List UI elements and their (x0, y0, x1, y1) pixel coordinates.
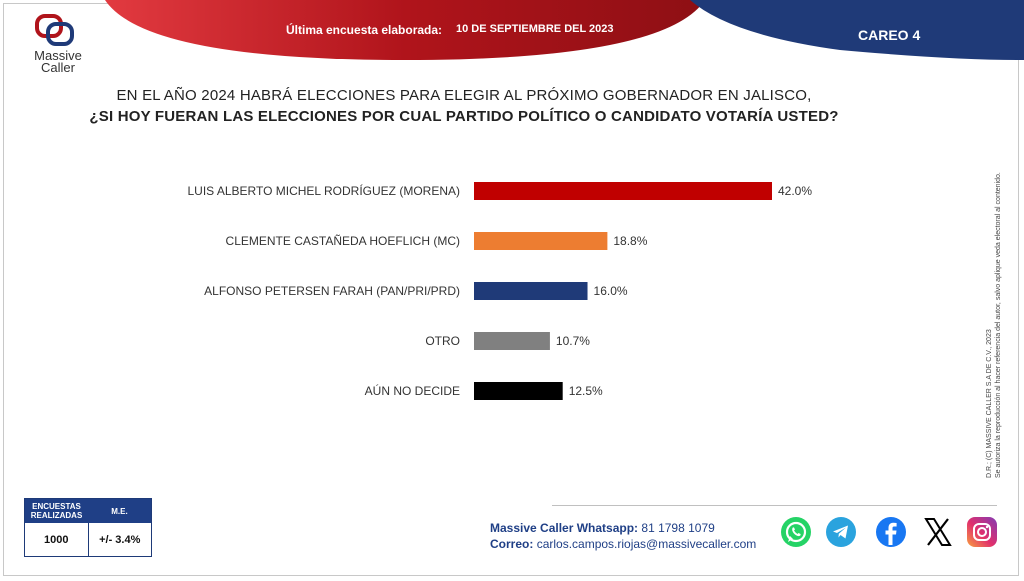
bar (474, 382, 563, 400)
category-label: LUIS ALBERTO MICHEL RODRÍGUEZ (MORENA) (188, 183, 461, 198)
category-label: CLEMENTE CASTAÑEDA HOEFLICH (MC) (226, 234, 460, 248)
question-line1: EN EL AÑO 2024 HABRÁ ELECCIONES PARA ELE… (116, 87, 812, 104)
bar-chart: LUIS ALBERTO MICHEL RODRÍGUEZ (MORENA) 42… (188, 182, 812, 400)
copyright-note: D.R.; (C) MASSIVE CALLER S.A DE C.V., 20… (985, 118, 1003, 478)
question-line2: ¿SI HOY FUERAN LAS ELECCIONES POR CUAL P… (89, 108, 839, 125)
telegram-icon[interactable] (825, 516, 857, 548)
massive-caller-logo-icon (35, 14, 74, 46)
footer-divider (552, 505, 997, 506)
brand-line2: Caller (41, 60, 75, 75)
data-label: 12.5% (569, 384, 603, 398)
bar (474, 332, 550, 350)
brand-name: Massive Caller (22, 48, 94, 75)
survey-date: 10 DE SEPTIEMBRE DEL 2023 (456, 23, 614, 35)
category-label: OTRO (425, 334, 460, 348)
sample-value-surveys: 1000 (25, 523, 89, 556)
sample-header-surveys: ENCUESTAS REALIZADAS (30, 502, 83, 520)
bar (474, 282, 588, 300)
x-icon[interactable] (922, 516, 954, 548)
data-label: 42.0% (778, 184, 812, 198)
contact-info: Massive Caller Whatsapp: 81 1798 1079 Co… (490, 520, 756, 552)
bar (474, 232, 608, 250)
sample-value-me: +/- 3.4% (99, 533, 141, 546)
data-label: 10.7% (556, 334, 590, 348)
bar (474, 182, 772, 200)
sample-header-me: M.E. (111, 506, 128, 516)
category-label: AÚN NO DECIDE (365, 383, 460, 398)
whatsapp-icon[interactable] (780, 516, 812, 548)
sample-table: ENCUESTAS REALIZADAS M.E. 1000 +/- 3.4% (24, 498, 152, 557)
whatsapp-number[interactable]: 81 1798 1079 (641, 521, 715, 535)
instagram-icon[interactable] (966, 516, 998, 548)
careo-label: CAREO 4 (858, 27, 921, 43)
email-address[interactable]: carlos.campos.riojas@massivecaller.com (536, 537, 757, 551)
copyright-line1: D.R.; (C) MASSIVE CALLER S.A DE C.V., 20… (986, 329, 993, 478)
facebook-icon[interactable] (875, 516, 907, 548)
category-label: ALFONSO PETERSEN FARAH (PAN/PRI/PRD) (204, 284, 460, 298)
brand-line1: Massive (34, 48, 82, 63)
data-label: 16.0% (594, 284, 628, 298)
email-label: Correo: (490, 537, 534, 551)
whatsapp-label: Massive Caller Whatsapp: (490, 521, 639, 535)
header-blue-banner (690, 0, 1024, 60)
survey-label: Última encuesta elaborada: (286, 23, 443, 37)
header-red-banner (105, 0, 705, 60)
data-label: 18.8% (613, 234, 647, 248)
copyright-line2: Se autoriza la reproducción al hacer ref… (995, 172, 1002, 478)
